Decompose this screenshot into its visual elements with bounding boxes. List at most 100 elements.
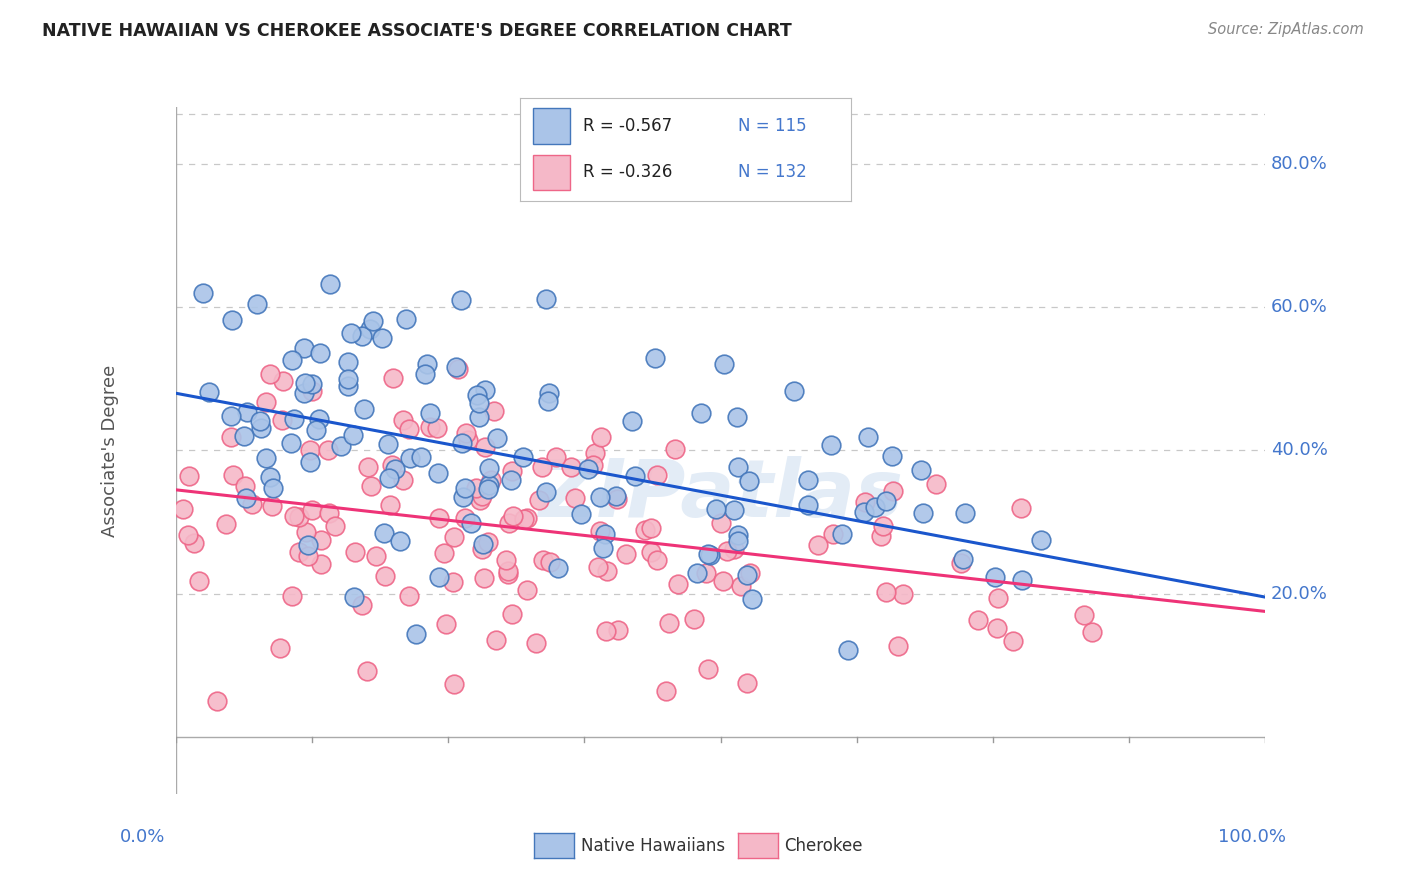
Point [419, 419, 441, 434]
Point [467, 410, 489, 425]
Text: R = -0.567: R = -0.567 [583, 117, 672, 135]
Text: Native Hawaiians: Native Hawaiians [581, 837, 725, 855]
Text: 0.0%: 0.0% [120, 828, 165, 846]
Point [336, 372, 359, 386]
Point [699, 548, 721, 562]
Point [454, 511, 477, 525]
Point [495, 553, 517, 567]
Point [512, 450, 534, 465]
Point [1073, 608, 1095, 623]
Point [605, 489, 627, 503]
Point [395, 312, 418, 326]
Text: 20.0%: 20.0% [1271, 584, 1327, 603]
Point [240, 497, 263, 511]
Point [471, 542, 494, 557]
Point [454, 426, 477, 441]
Point [576, 462, 599, 476]
Point [531, 553, 554, 567]
Point [359, 322, 381, 336]
Point [249, 414, 271, 428]
Point [319, 277, 342, 292]
Point [477, 534, 499, 549]
Point [882, 449, 904, 463]
Point [735, 676, 758, 690]
Point [353, 402, 375, 417]
Point [280, 436, 302, 450]
Point [318, 443, 340, 458]
Point [471, 489, 494, 503]
Point [436, 616, 458, 631]
Point [797, 499, 820, 513]
Point [384, 461, 406, 475]
Point [690, 406, 713, 420]
Point [343, 591, 366, 605]
Point [283, 411, 305, 425]
Point [447, 361, 470, 376]
Point [530, 459, 553, 474]
Text: ZIPatlas: ZIPatlas [538, 456, 903, 534]
Point [292, 342, 315, 356]
Point [323, 519, 346, 533]
Bar [533, 108, 569, 145]
Point [271, 413, 294, 427]
Point [875, 585, 897, 599]
Point [399, 451, 422, 466]
Point [606, 623, 628, 637]
Point [582, 458, 605, 472]
Point [472, 571, 495, 585]
Point [350, 329, 373, 343]
Point [366, 549, 388, 563]
Point [589, 491, 612, 505]
Point [640, 545, 662, 559]
Point [952, 552, 974, 566]
Point [427, 466, 450, 480]
Point [451, 490, 474, 504]
Point [352, 599, 374, 613]
Point [262, 500, 284, 514]
Point [392, 474, 415, 488]
Point [986, 621, 1008, 635]
Point [482, 404, 505, 418]
Point [298, 443, 321, 458]
Point [443, 677, 465, 691]
Point [381, 458, 404, 472]
Point [711, 574, 734, 588]
Point [872, 519, 894, 533]
Point [193, 286, 215, 301]
Point [222, 468, 245, 483]
Point [953, 506, 976, 520]
Point [738, 566, 761, 580]
Point [664, 442, 686, 456]
Text: 100.0%: 100.0% [1219, 828, 1286, 846]
Point [318, 506, 340, 520]
Point [583, 446, 606, 460]
Point [593, 527, 616, 541]
Point [474, 441, 496, 455]
Point [496, 566, 519, 581]
Point [620, 414, 643, 428]
Point [221, 313, 243, 327]
Point [624, 469, 647, 483]
Point [311, 533, 333, 547]
Point [416, 357, 439, 371]
Point [337, 355, 360, 369]
Point [374, 568, 396, 582]
Point [589, 524, 612, 538]
Point [875, 494, 897, 508]
Point [215, 516, 238, 531]
Point [686, 566, 709, 580]
Point [183, 536, 205, 550]
Point [464, 481, 486, 495]
Point [537, 394, 560, 409]
Text: R = -0.326: R = -0.326 [583, 163, 672, 181]
Point [592, 541, 614, 556]
Point [329, 439, 352, 453]
Point [865, 500, 887, 515]
Point [356, 664, 378, 678]
Point [564, 491, 586, 505]
Point [405, 627, 427, 641]
Point [538, 555, 561, 569]
Point [823, 526, 845, 541]
Point [516, 511, 538, 525]
Point [477, 482, 499, 496]
